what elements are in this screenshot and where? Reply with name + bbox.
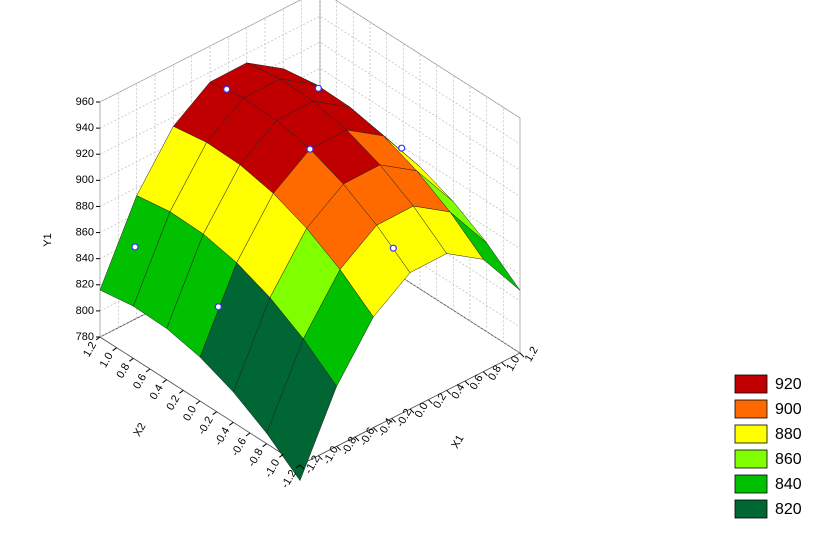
legend-swatch	[734, 474, 768, 494]
tick-mark	[354, 436, 360, 442]
z-tick-label: 860	[76, 226, 94, 238]
legend-swatch	[734, 499, 768, 519]
y-tick-label: -1.0	[263, 457, 283, 479]
grid-line	[99, 198, 521, 328]
y-axis-title: X2	[131, 421, 148, 439]
tick-mark	[299, 464, 305, 470]
surface-patch	[266, 338, 337, 482]
legend-label: 920	[775, 376, 802, 393]
tick-mark	[482, 371, 488, 377]
data-point	[314, 84, 322, 92]
legend-swatch	[734, 374, 768, 394]
tick-mark	[262, 443, 267, 448]
tick-mark	[129, 357, 134, 362]
x-tick-label: 0.8	[486, 363, 504, 382]
grid-line	[99, 94, 521, 223]
surface	[99, 62, 521, 482]
z-tick-label: 940	[76, 122, 94, 134]
legend-swatch	[734, 424, 768, 444]
x-tick-label: 1.0	[504, 354, 522, 373]
tick-mark	[95, 336, 101, 341]
z-tick-label: 780	[76, 331, 94, 343]
tick-mark	[279, 453, 284, 458]
grid-line	[99, 41, 521, 171]
tick-mark	[212, 411, 217, 416]
data-point	[214, 303, 222, 311]
x-tick-label: 0.6	[468, 373, 486, 392]
data-point	[306, 145, 314, 153]
tick-mark	[112, 347, 117, 352]
data-point	[223, 85, 231, 93]
tick-mark	[295, 464, 301, 469]
tick-mark	[519, 352, 525, 358]
z-tick-label: 960	[76, 96, 94, 108]
grid-line	[99, 0, 521, 119]
y-tick-label: 0.8	[114, 361, 132, 380]
x-tick-label: 0.4	[449, 382, 467, 401]
x-tick-label: 1.2	[523, 345, 541, 364]
tick-mark	[464, 380, 470, 386]
tick-mark	[409, 408, 415, 414]
legend-label: 880	[775, 426, 802, 443]
x-axis-title: X1	[449, 433, 466, 451]
tick-mark	[391, 417, 397, 423]
z-tick-label: 800	[76, 305, 94, 317]
tick-mark	[162, 379, 167, 384]
y-tick-label: 0.2	[164, 393, 182, 412]
z-tick-label: 920	[76, 148, 94, 160]
legend-swatch	[734, 449, 768, 469]
tick-mark	[229, 421, 234, 426]
y-tick-label: 1.0	[98, 351, 116, 370]
data-point	[131, 243, 139, 251]
tick-mark	[372, 427, 378, 433]
z-tick-label: 840	[76, 253, 94, 265]
y-tick-label: -0.6	[229, 436, 249, 458]
tick-mark	[427, 399, 433, 405]
tick-mark	[245, 432, 251, 437]
data-point	[389, 244, 397, 252]
legend-label: 820	[775, 501, 802, 518]
tick-mark	[145, 368, 151, 373]
tick-mark	[501, 361, 507, 367]
y-tick-label: 0.4	[148, 383, 166, 402]
y-tick-label: -0.8	[246, 447, 266, 469]
x-tick-label: 0.0	[413, 401, 431, 420]
z-tick-label: 880	[76, 200, 94, 212]
legend-swatch	[734, 399, 768, 419]
tick-mark	[195, 400, 201, 405]
legend: 920 900 880 860 840 820	[734, 374, 802, 519]
tick-mark	[446, 389, 452, 395]
z-axis-title: Y1	[42, 233, 54, 246]
data-point	[398, 144, 406, 152]
tick-mark	[336, 445, 342, 451]
y-tick-label: 0.6	[131, 372, 149, 391]
z-tick-label: 900	[76, 174, 94, 186]
y-tick-label: 0.0	[181, 404, 199, 423]
legend-label: 860	[775, 451, 802, 468]
y-tick-label: -0.4	[213, 425, 233, 447]
legend-label: 840	[775, 476, 802, 493]
z-tick-label: 820	[76, 279, 94, 291]
y-tick-label: -0.2	[196, 415, 216, 437]
tick-mark	[179, 389, 184, 394]
x-tick-label: 0.2	[431, 391, 449, 410]
tick-mark	[317, 455, 323, 461]
legend-label: 900	[775, 401, 802, 418]
